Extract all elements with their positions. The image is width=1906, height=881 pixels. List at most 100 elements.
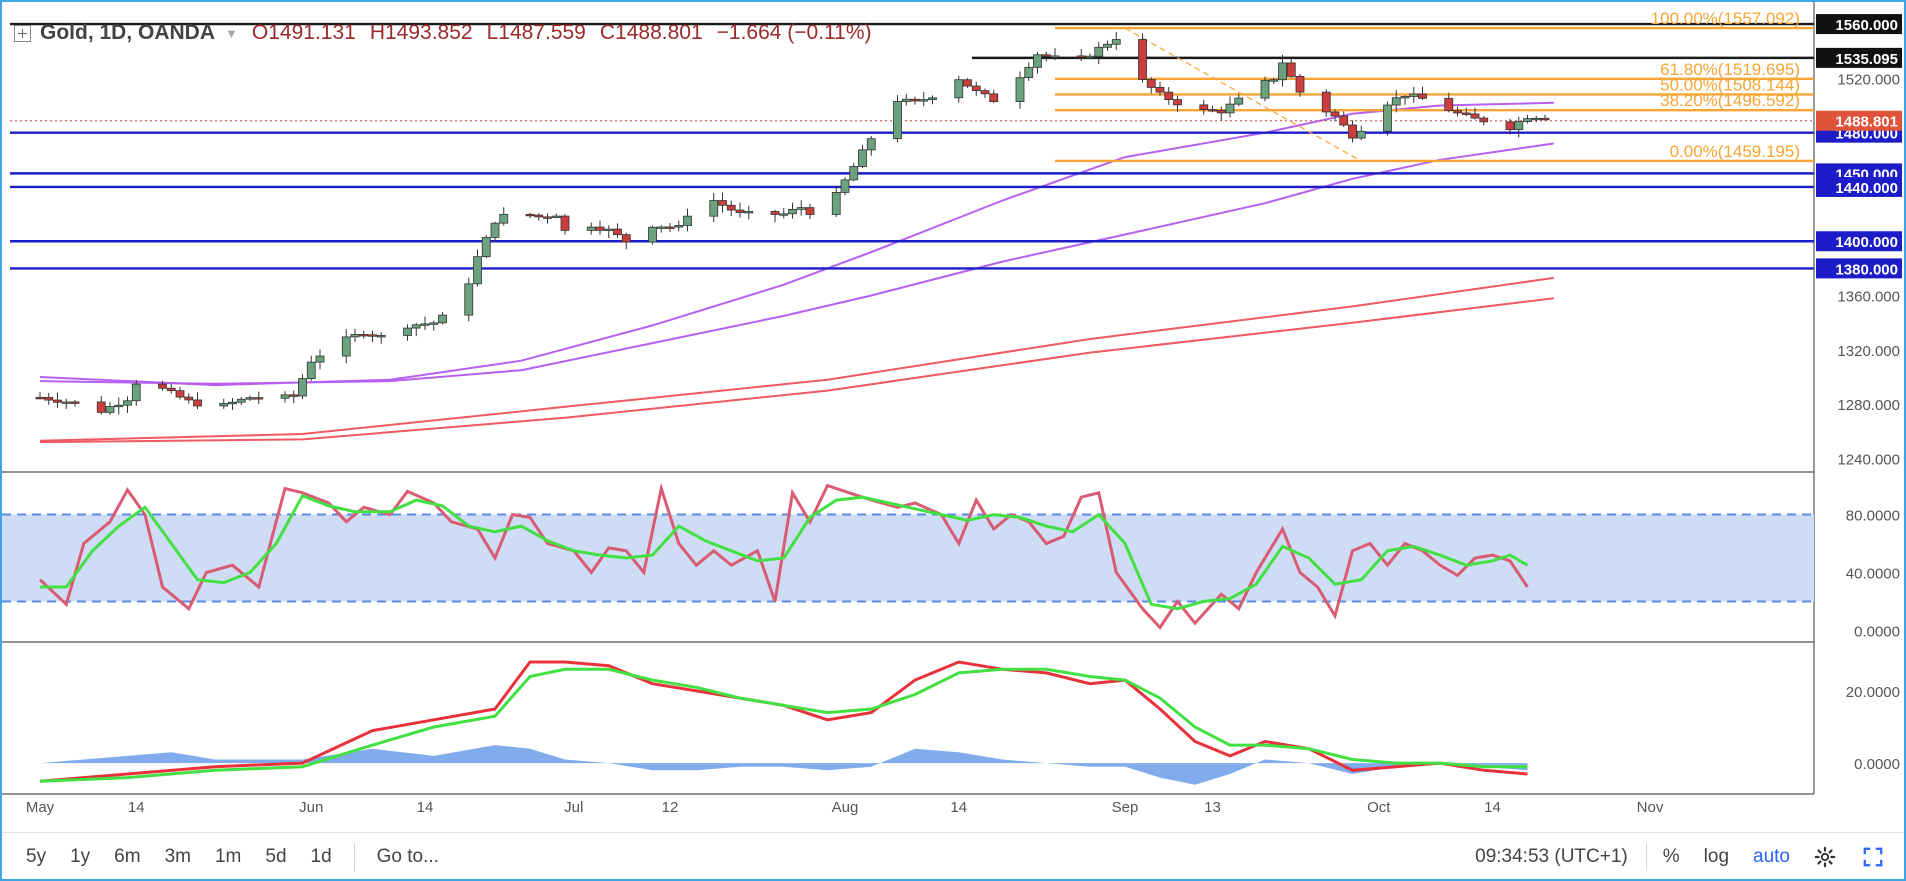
candle-body[interactable] — [123, 400, 132, 406]
candle-body[interactable] — [236, 398, 246, 403]
chart-canvas[interactable]: 1240.000 1280.000 1320.000 1360.000 1400.000… — [2, 2, 1904, 832]
candle-body[interactable] — [53, 399, 62, 403]
candle-body[interactable] — [1418, 93, 1427, 99]
clock-display[interactable]: 09:34:53 (UTC+1) — [1475, 845, 1628, 867]
candle-body[interactable] — [893, 101, 902, 140]
symbol-title[interactable]: Gold, 1D, OANDA — [40, 21, 216, 44]
candle-body[interactable] — [368, 334, 377, 337]
candle-body[interactable] — [1041, 54, 1051, 57]
candle-body[interactable] — [543, 216, 552, 219]
candle-body[interactable] — [744, 211, 754, 214]
candle-body[interactable] — [481, 237, 491, 258]
candle-body[interactable] — [586, 226, 596, 231]
candle-body[interactable] — [1470, 113, 1480, 119]
auto-scale-button[interactable]: auto — [1753, 845, 1790, 867]
candle-body[interactable] — [1383, 104, 1392, 132]
candle-body[interactable] — [1111, 39, 1121, 45]
candle-body[interactable] — [298, 378, 307, 397]
candle-body[interactable] — [595, 226, 605, 231]
candle-body[interactable] — [1330, 111, 1340, 117]
candle-body[interactable] — [420, 323, 430, 326]
candle-body[interactable] — [726, 204, 736, 211]
expand-icon[interactable] — [14, 24, 31, 42]
candle-body[interactable] — [289, 394, 299, 397]
candle-body[interactable] — [1225, 103, 1235, 114]
candle-body[interactable] — [1348, 124, 1357, 139]
candle-body[interactable] — [411, 324, 421, 329]
candle-body[interactable] — [1400, 96, 1410, 99]
candle-body[interactable] — [849, 166, 859, 181]
candle-body[interactable] — [1479, 117, 1489, 123]
candle-body[interactable] — [980, 90, 990, 95]
candle-body[interactable] — [499, 213, 509, 224]
candle-body[interactable] — [665, 226, 675, 229]
range-3m-button[interactable]: 3m — [164, 845, 191, 867]
candle-body[interactable] — [954, 79, 964, 99]
candle-body[interactable] — [709, 200, 719, 217]
candle-body[interactable] — [901, 98, 911, 102]
candle-body[interactable] — [1278, 62, 1287, 81]
candle-body[interactable] — [1085, 55, 1095, 59]
candle-body[interactable] — [1531, 117, 1541, 121]
candle-body[interactable] — [1540, 117, 1550, 121]
candle-body[interactable] — [963, 79, 972, 87]
candle-body[interactable] — [1015, 77, 1025, 102]
candle-body[interactable] — [376, 335, 386, 338]
candle-body[interactable] — [105, 406, 115, 413]
candle-body[interactable] — [1155, 87, 1165, 93]
candle-body[interactable] — [1164, 91, 1174, 101]
candle-body[interactable] — [1146, 79, 1156, 88]
candle-body[interactable] — [1514, 121, 1524, 131]
range-6m-button[interactable]: 6m — [114, 845, 141, 867]
candle-body[interactable] — [306, 361, 316, 380]
candle-body[interactable] — [1076, 55, 1086, 58]
candle-body[interactable] — [866, 138, 876, 151]
percent-scale-button[interactable]: % — [1662, 845, 1680, 867]
candle-body[interactable] — [61, 401, 71, 404]
candle-body[interactable] — [341, 336, 351, 357]
candle-body[interactable] — [919, 99, 929, 102]
candle-body[interactable] — [779, 213, 789, 216]
candle-body[interactable] — [438, 314, 447, 324]
candle-body[interactable] — [131, 383, 141, 402]
candle-body[interactable] — [805, 207, 815, 215]
candle-body[interactable] — [621, 234, 631, 243]
candle-body[interactable] — [1505, 121, 1515, 131]
candle-body[interactable] — [674, 225, 684, 228]
candle-body[interactable] — [1173, 99, 1182, 106]
candle-body[interactable] — [1453, 110, 1462, 114]
candle-body[interactable] — [1269, 79, 1279, 82]
range-1m-button[interactable]: 1m — [214, 845, 242, 867]
candle-body[interactable] — [1234, 97, 1244, 105]
candle-body[interactable] — [656, 226, 666, 229]
candle-body[interactable] — [35, 396, 45, 400]
candle-body[interactable] — [315, 355, 325, 363]
candle-body[interactable] — [280, 394, 290, 399]
candle-body[interactable] — [788, 208, 797, 215]
candle-body[interactable] — [166, 387, 176, 392]
candle-body[interactable] — [245, 397, 255, 400]
candle-body[interactable] — [1295, 75, 1305, 93]
candle-body[interactable] — [350, 334, 360, 338]
candle-body[interactable] — [1523, 118, 1532, 123]
candle-body[interactable] — [228, 401, 237, 405]
candle-body[interactable] — [604, 228, 614, 231]
candle-body[interactable] — [858, 149, 867, 167]
candle-body[interactable] — [1461, 112, 1471, 115]
candle-body[interactable] — [648, 226, 657, 243]
candle-body[interactable] — [158, 383, 167, 389]
candle-body[interactable] — [1208, 109, 1217, 112]
candle-body[interactable] — [184, 396, 194, 401]
candle-body[interactable] — [1260, 79, 1270, 99]
candle-body[interactable] — [254, 397, 264, 400]
candle-body[interactable] — [928, 97, 937, 101]
candle-body[interactable] — [560, 215, 570, 231]
candle-body[interactable] — [831, 192, 841, 215]
candle-body[interactable] — [989, 93, 999, 102]
candle-body[interactable] — [1050, 55, 1060, 58]
candle-body[interactable] — [1199, 104, 1209, 111]
candle-body[interactable] — [193, 399, 202, 407]
candle-body[interactable] — [796, 207, 806, 210]
candle-body[interactable] — [1094, 46, 1104, 57]
candle-body[interactable] — [1409, 93, 1419, 97]
